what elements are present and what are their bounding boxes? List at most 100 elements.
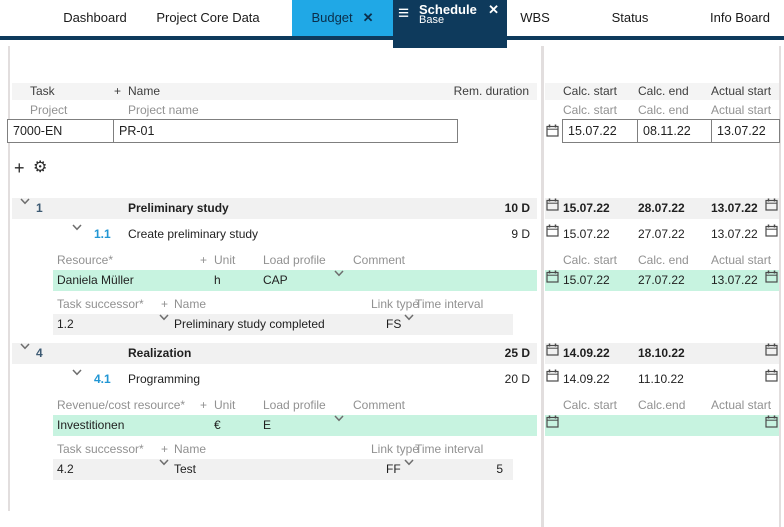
calc-end-value[interactable]: 27.07.22 (638, 273, 685, 287)
chevron-down-icon[interactable] (404, 459, 414, 466)
task-successor-label: Task successor* (57, 442, 144, 456)
add-task-button[interactable]: + (14, 158, 25, 178)
task-row-4-1[interactable]: 4.1 Programming 20 D 14.09.22 11.10.22 (0, 369, 784, 390)
link-type-value[interactable]: FF (386, 462, 401, 476)
project-name-input[interactable]: PR-01 (113, 120, 457, 142)
tab-dashboard[interactable]: Dashboard (25, 0, 165, 36)
link-type-value[interactable]: FS (386, 317, 402, 331)
add-resource-icon[interactable]: + (200, 398, 208, 412)
actual-start-value[interactable]: 13.07.22 (711, 227, 758, 241)
calendar-icon[interactable] (765, 415, 778, 428)
task-row-4[interactable]: 4 Realization 25 D 14.09.22 18.10.22 (0, 343, 784, 364)
add-successor-icon[interactable]: + (161, 442, 169, 456)
calendar-icon[interactable] (546, 415, 559, 428)
calendar-icon[interactable] (546, 224, 559, 237)
chevron-down-icon[interactable] (20, 343, 30, 350)
chevron-down-icon[interactable] (20, 198, 30, 205)
col-task[interactable]: Task (30, 84, 55, 98)
col-actual-start[interactable]: Actual start (711, 84, 772, 98)
tab-project-core-data[interactable]: Project Core Data (148, 0, 268, 36)
chevron-down-icon[interactable] (404, 314, 414, 321)
name-label: Name (174, 442, 207, 456)
calendar-icon[interactable] (765, 198, 778, 211)
chevron-down-icon[interactable] (334, 415, 344, 422)
calc-start-value[interactable]: 14.09.22 (563, 346, 610, 360)
close-icon[interactable]: ✕ (362, 10, 374, 25)
project-calc-start-input[interactable]: 15.07.22 (562, 119, 638, 143)
calendar-icon[interactable] (546, 198, 559, 211)
col-rem-duration[interactable]: Rem. duration (453, 84, 529, 98)
project-calc-end-input[interactable]: 08.11.22 (637, 119, 712, 143)
task-row-1-1[interactable]: 1.1 Create preliminary study 9 D 15.07.2… (0, 224, 784, 245)
successor-row[interactable]: 4.2 Test FF 5 (0, 459, 784, 480)
calc-end-value[interactable]: 11.10.22 (638, 372, 684, 386)
col-calc-start[interactable]: Calc. start (563, 84, 618, 98)
actual-start-value[interactable]: 13.07.22 (711, 201, 758, 215)
calc-end-value[interactable]: 18.10.22 (638, 346, 685, 360)
add-column-icon[interactable]: + (114, 84, 122, 98)
chevron-down-icon[interactable] (334, 270, 344, 277)
add-resource-icon[interactable]: + (200, 253, 208, 267)
task-name: Preliminary study (128, 201, 229, 215)
successor-row[interactable]: 1.2 Preliminary study completed FS (0, 314, 784, 335)
tab-info-board[interactable]: Info Board (700, 0, 780, 36)
tab-label: WBS (520, 10, 550, 25)
revenue-resource-label: Revenue/cost resource* (57, 398, 186, 412)
task-row-1[interactable]: 1 Preliminary study 10 D 15.07.22 28.07.… (0, 198, 784, 219)
task-number: 4.1 (94, 372, 111, 386)
successor-task[interactable]: 1.2 (57, 317, 74, 331)
chevron-down-icon[interactable] (72, 369, 82, 376)
col-name[interactable]: Name (128, 84, 161, 98)
project-label: Project (30, 103, 68, 117)
calendar-icon[interactable] (765, 270, 778, 283)
gear-icon[interactable]: ⚙ (33, 159, 48, 176)
calendar-icon[interactable] (546, 124, 559, 137)
calendar-icon[interactable] (765, 343, 778, 356)
calendar-icon[interactable] (546, 270, 559, 283)
col-calc-end[interactable]: Calc. end (638, 84, 689, 98)
chevron-down-icon[interactable] (159, 459, 169, 466)
time-interval-value[interactable]: 5 (496, 462, 503, 476)
tabbar-bottom-border (0, 36, 784, 40)
row-bg (53, 415, 537, 436)
calc-start-value[interactable]: 15.07.22 (563, 227, 610, 241)
calendar-icon[interactable] (765, 369, 778, 382)
tab-wbs[interactable]: WBS (510, 0, 560, 36)
project-id-input[interactable]: 7000-EN (13, 124, 63, 138)
resource-row[interactable]: Daniela Müller h CAP 15.07.22 27.07.22 1… (0, 270, 784, 291)
name-label: Name (174, 297, 207, 311)
actual-start-value[interactable]: 13.07.22 (711, 273, 758, 287)
task-duration: 9 D (511, 227, 530, 241)
resource-name: Daniela Müller (57, 273, 134, 287)
load-profile-value[interactable]: E (263, 418, 272, 432)
revenue-resource-row[interactable]: Investitionen € E (0, 415, 784, 436)
close-icon[interactable]: ✕ (488, 2, 499, 17)
successor-header-row: Task successor* + Name Link type Time in… (0, 296, 784, 313)
successor-header-row: Task successor* + Name Link type Time in… (0, 441, 784, 458)
calendar-icon[interactable] (546, 369, 559, 382)
successor-name: Test (174, 462, 197, 476)
tab-budget[interactable]: Budget ✕ (292, 0, 393, 36)
tab-status[interactable]: Status (600, 0, 660, 36)
hamburger-icon[interactable]: ≡ (398, 3, 410, 24)
chevron-down-icon[interactable] (72, 224, 82, 231)
time-interval-label: Time interval (415, 442, 484, 456)
chevron-down-icon[interactable] (159, 314, 169, 321)
calc-start-value[interactable]: 15.07.22 (563, 273, 610, 287)
calendar-icon[interactable] (765, 224, 778, 237)
calc-start-value[interactable]: 15.07.22 (563, 201, 610, 215)
task-successor-label: Task successor* (57, 297, 144, 311)
tab-schedule[interactable]: ≡ Schedule ✕ Base (393, 0, 507, 48)
calc-end-value[interactable]: 28.07.22 (638, 201, 685, 215)
comment-label: Comment (353, 253, 406, 267)
calc-start-value[interactable]: 14.09.22 (563, 372, 610, 386)
calc-end-value[interactable]: 27.07.22 (638, 227, 685, 241)
project-input-group: 7000-EN PR-01 (7, 119, 458, 143)
calendar-icon[interactable] (546, 343, 559, 356)
load-profile-value[interactable]: CAP (263, 273, 288, 287)
successor-task[interactable]: 4.2 (57, 462, 74, 476)
add-successor-icon[interactable]: + (161, 297, 169, 311)
project-actual-start-input[interactable]: 13.07.22 (711, 119, 780, 143)
calc-start-sublabel: Calc. start (563, 253, 618, 267)
